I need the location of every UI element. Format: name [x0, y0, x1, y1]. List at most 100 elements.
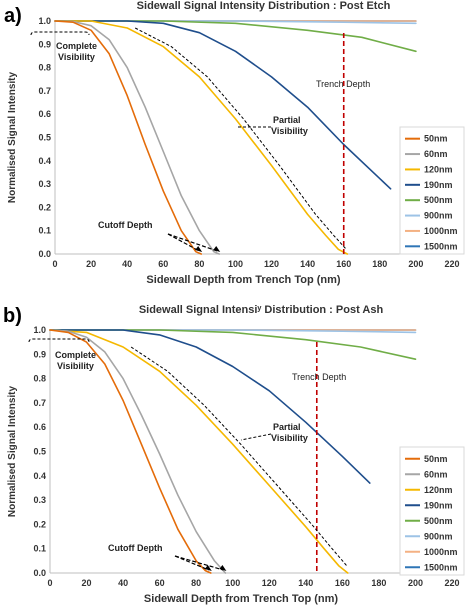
partial-visibility-bracket — [130, 346, 348, 567]
panel-label: b) — [3, 305, 22, 327]
series-line-190nm — [49, 329, 371, 484]
legend-label: 60nm — [424, 149, 448, 159]
legend-label: 50nm — [424, 454, 448, 464]
x-tick-label: 80 — [194, 259, 204, 269]
legend-label: 900nm — [424, 211, 453, 221]
trench-depth-label: Trench Depth — [316, 79, 370, 89]
series-line-500nm — [54, 20, 417, 53]
y-tick-label: 0.3 — [33, 495, 46, 505]
partial-visibility-line: Partial — [273, 422, 301, 432]
panel-label: a) — [4, 5, 22, 27]
y-tick-label: 0.1 — [38, 226, 51, 236]
x-tick-label: 60 — [155, 578, 165, 588]
series-line-120nm — [54, 20, 349, 255]
partial-visibility-label: Partial Visibility — [271, 422, 308, 443]
cutoff-arrowhead-1 — [204, 565, 212, 571]
cutoff-depth-label: Cutoff Depth — [98, 220, 152, 230]
cutoff-arrow-1 — [174, 555, 210, 571]
y-tick-label: 0.8 — [33, 374, 46, 384]
y-tick-label: 0.3 — [38, 179, 51, 189]
x-tick-label: 140 — [298, 578, 313, 588]
x-tick-label: 200 — [408, 259, 423, 269]
x-tick-label: 20 — [86, 259, 96, 269]
complete-visibility-brace — [30, 31, 90, 36]
x-tick-label: 220 — [444, 259, 459, 269]
y-tick-label: 0.6 — [38, 109, 51, 119]
partial-visibility-pointer — [240, 433, 272, 441]
x-tick-label: 160 — [336, 259, 351, 269]
y-tick-label: 0.8 — [38, 63, 51, 73]
x-axis-label: Sidewall Depth from Trench Top (nm) — [144, 593, 338, 605]
x-tick-label: 160 — [335, 578, 350, 588]
y-tick-label: 0.0 — [33, 568, 46, 578]
cutoff-arrowhead-2 — [219, 565, 227, 571]
y-tick-label: 0.4 — [38, 156, 51, 166]
x-tick-label: 20 — [82, 578, 92, 588]
legend-label: 120nm — [424, 164, 453, 174]
complete-visibility-line: Visibility — [57, 361, 94, 371]
y-tick-label: 0.4 — [33, 471, 46, 481]
y-tick-label: 1.0 — [38, 16, 51, 26]
cutoff-arrowhead-2 — [213, 246, 221, 252]
chart-title: Sidewall Signal Intensity Distribution :… — [137, 0, 391, 12]
legend-label: 900nm — [424, 531, 453, 541]
complete-visibility-brace — [28, 338, 90, 343]
partial-visibility-label: Partial Visibility — [271, 115, 308, 136]
chart-panel-a: a) Sidewall Signal Intensity Distribution… — [4, 0, 465, 286]
x-tick-label: 220 — [444, 578, 459, 588]
legend-label: 60nm — [424, 469, 448, 479]
y-tick-label: 0.0 — [38, 249, 51, 259]
x-tick-label: 100 — [225, 578, 240, 588]
cutoff-depth-label: Cutoff Depth — [108, 543, 162, 553]
y-tick-label: 1.0 — [33, 325, 46, 335]
x-tick-label: 200 — [408, 578, 423, 588]
series-line-120nm — [49, 329, 349, 574]
legend-label: 50nm — [424, 134, 448, 144]
y-tick-label: 0.6 — [33, 422, 46, 432]
x-tick-label: 0 — [47, 578, 52, 588]
trench-depth-label: Trench Depth — [292, 372, 346, 382]
legend-box — [399, 126, 465, 255]
series-line-190nm — [54, 20, 392, 190]
x-axis-label: Sidewall Depth from Trench Top (nm) — [146, 274, 340, 286]
complete-visibility-line: Complete — [56, 41, 97, 51]
legend-label: 500nm — [424, 516, 453, 526]
legend-label: 190nm — [424, 500, 453, 510]
chart-title: Sidewall Signal Intensiʸ Distribution : … — [139, 304, 384, 316]
complete-visibility-line: Visibility — [58, 52, 95, 62]
x-tick-label: 0 — [52, 259, 57, 269]
legend-box — [399, 446, 465, 576]
x-tick-label: 120 — [262, 578, 277, 588]
y-tick-label: 0.7 — [33, 398, 46, 408]
complete-visibility-line: Complete — [55, 350, 96, 360]
series-line-60nm — [54, 20, 220, 255]
chart-panel-b: b) Sidewall Signal Intensiʸ Distribution … — [3, 304, 465, 605]
y-tick-label: 0.7 — [38, 86, 51, 96]
y-axis-label: Normalised Signal Intensity — [7, 71, 18, 203]
legend-label: 500nm — [424, 195, 453, 205]
partial-visibility-bracket — [134, 27, 347, 250]
partial-visibility-line: Partial — [273, 115, 301, 125]
complete-visibility-label: Complete Visibility — [56, 41, 97, 62]
x-tick-label: 180 — [371, 578, 386, 588]
x-tick-label: 180 — [372, 259, 387, 269]
y-tick-label: 0.2 — [38, 202, 51, 212]
partial-visibility-line: Visibility — [271, 126, 308, 136]
x-tick-label: 80 — [191, 578, 201, 588]
cutoff-arrowhead-1 — [195, 246, 203, 252]
x-tick-label: 40 — [122, 259, 132, 269]
y-tick-label: 0.9 — [38, 39, 51, 49]
cutoff-arrow-2 — [174, 555, 224, 571]
x-tick-label: 60 — [158, 259, 168, 269]
cutoff-arrow-2 — [167, 233, 218, 252]
legend-label: 1000nm — [424, 226, 458, 236]
y-tick-label: 0.9 — [33, 349, 46, 359]
y-tick-label: 0.5 — [33, 447, 46, 457]
series-line-60nm — [49, 329, 227, 574]
x-tick-label: 140 — [300, 259, 315, 269]
y-tick-label: 0.2 — [33, 519, 46, 529]
legend-label: 120nm — [424, 485, 453, 495]
legend-label: 190nm — [424, 180, 453, 190]
x-tick-label: 120 — [264, 259, 279, 269]
